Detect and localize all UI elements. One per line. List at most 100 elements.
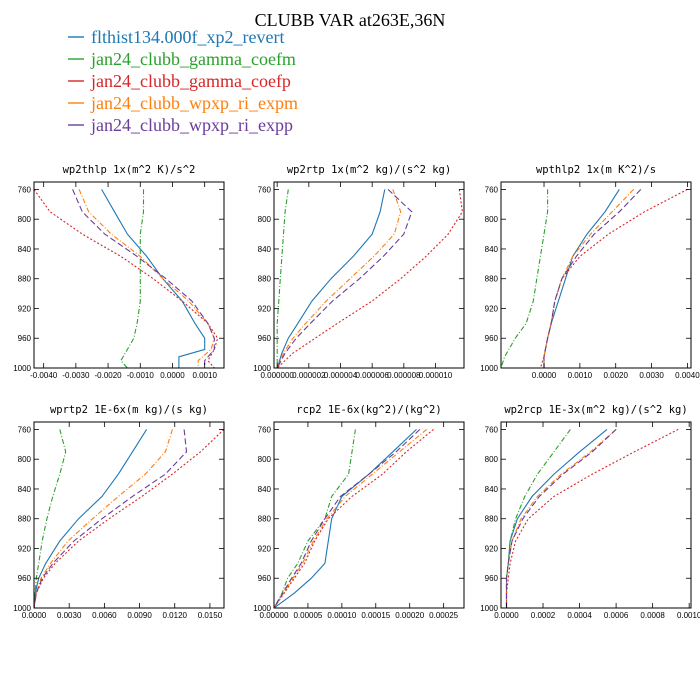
y-tick-label: 960 <box>258 574 272 583</box>
series-line-4 <box>78 189 215 368</box>
series-line-3 <box>276 189 463 368</box>
x-tick-label: 0.00000 <box>260 611 289 620</box>
x-tick-label: 0.00010 <box>327 611 356 620</box>
y-tick-label: 1000 <box>13 604 31 613</box>
y-tick-label: 800 <box>258 455 272 464</box>
series-group <box>276 188 463 368</box>
series-line-2 <box>274 429 356 608</box>
y-tick-label: 960 <box>18 574 32 583</box>
x-tick-label: 0.0060 <box>92 611 117 620</box>
plot-frame <box>500 421 692 609</box>
x-tick-label: -0.0020 <box>94 371 122 380</box>
y-tick-label: 880 <box>485 275 499 284</box>
x-tick-label: 0.0008 <box>640 611 665 620</box>
legend-label: jan24_clubb_wpxp_ri_expp <box>90 115 293 135</box>
y-tick-label: 920 <box>18 544 32 553</box>
series-group <box>34 189 219 368</box>
x-tick-label: 0.0030 <box>639 371 664 380</box>
series-line-5 <box>276 188 413 368</box>
plot-frame <box>273 181 465 369</box>
y-tick-label: 960 <box>485 574 499 583</box>
y-tick-label: 840 <box>258 245 272 254</box>
x-tick-label: 0.0010 <box>677 611 700 620</box>
y-tick-label: 880 <box>258 275 272 284</box>
x-tick-label: 0.0010 <box>568 371 593 380</box>
series-line-4 <box>34 429 173 608</box>
y-tick-label: 800 <box>258 215 272 224</box>
panel-title: wp2rtp 1x(m^2 kg)/(s^2 kg) <box>287 164 451 176</box>
legend-entry: jan24_clubb_gamma_coefm <box>68 49 296 69</box>
x-tick-label: 0.00025 <box>429 611 458 620</box>
legend-entry: jan24_clubb_wpxp_ri_expp <box>68 115 293 135</box>
series-line-5 <box>543 189 642 368</box>
panel-6: wp2rcp 1E-3x(m^2 kg)/(s^2 kg) 760 800 840 88… <box>480 404 700 620</box>
x-tick-label: 0.0000 <box>160 371 185 380</box>
series-line-1 <box>276 189 386 368</box>
series-line-2 <box>120 189 145 368</box>
y-tick-label: 920 <box>18 304 32 313</box>
series-line-5 <box>34 429 188 608</box>
plot-frame <box>273 421 465 609</box>
series-line-2 <box>501 189 549 368</box>
series-line-3 <box>34 189 219 368</box>
x-tick-label: -0.0030 <box>62 371 90 380</box>
x-tick-label: 0.000004 <box>324 371 358 380</box>
x-tick-label: 0.0000 <box>532 371 557 380</box>
y-tick-label: 920 <box>258 304 272 313</box>
legend-entry: jan24_clubb_gamma_coefp <box>68 71 291 91</box>
series-group <box>274 428 434 608</box>
x-tick-label: 0.000008 <box>387 371 421 380</box>
series-line-2 <box>34 429 67 608</box>
series-line-3 <box>34 429 224 608</box>
panel-2: wp2rtp 1x(m^2 kg)/(s^2 kg) 760 800 840 880 92… <box>253 164 465 380</box>
panel-title: wp2thlp 1x(m^2 K)/s^2 <box>63 164 196 176</box>
x-tick-label: 0.000000 <box>260 371 294 380</box>
plot-frame <box>500 181 692 369</box>
series-line-3 <box>274 428 434 608</box>
x-tick-label: 0.0010 <box>192 371 217 380</box>
x-tick-label: 0.0030 <box>57 611 82 620</box>
y-tick-label: 880 <box>18 275 32 284</box>
series-line-5 <box>72 189 215 368</box>
x-tick-label: 0.00005 <box>293 611 322 620</box>
series-group <box>501 188 688 368</box>
legend-entry: jan24_clubb_wpxp_ri_expm <box>68 93 298 113</box>
x-tick-label: 0.0004 <box>567 611 592 620</box>
y-tick-label: 960 <box>18 334 32 343</box>
legend-entry: flthist134.000f_xp2_revert <box>68 27 284 47</box>
y-tick-label: 760 <box>485 185 499 194</box>
y-tick-label: 760 <box>485 425 499 434</box>
plot-frame <box>33 421 225 609</box>
x-tick-label: -0.0010 <box>127 371 155 380</box>
y-tick-label: 760 <box>258 425 272 434</box>
series-line-3 <box>505 428 679 608</box>
x-tick-label: 0.000002 <box>292 371 326 380</box>
x-tick-label: 0.0002 <box>531 611 556 620</box>
series-line-3 <box>539 188 688 368</box>
figure-title: CLUBB VAR at263E,36N <box>255 10 446 30</box>
x-tick-label: 0.0000 <box>494 611 519 620</box>
series-line-2 <box>276 189 289 368</box>
panel-4: wprtp2 1E-6x(m kg)/(s kg) 760 800 840 880 920… <box>13 404 225 620</box>
panel-5: rcp2 1E-6x(kg^2)/(kg^2) 760 800 840 880 920 96… <box>253 404 465 620</box>
legend-label: jan24_clubb_gamma_coefm <box>90 49 296 69</box>
y-tick-label: 880 <box>485 515 499 524</box>
series-line-4 <box>276 189 402 368</box>
y-tick-label: 800 <box>485 455 499 464</box>
y-tick-label: 960 <box>485 334 499 343</box>
y-tick-label: 840 <box>258 485 272 494</box>
panel-1: wp2thlp 1x(m^2 K)/s^2 760 800 840 880 920 960 1… <box>13 164 225 380</box>
panel-title: rcp2 1E-6x(kg^2)/(kg^2) <box>296 404 441 416</box>
y-tick-label: 920 <box>485 544 499 553</box>
panel-title: wpthlp2 1x(m K^2)/s <box>536 164 656 176</box>
y-tick-label: 880 <box>18 515 32 524</box>
y-tick-label: 880 <box>258 515 272 524</box>
y-tick-label: 760 <box>258 185 272 194</box>
panels: wp2thlp 1x(m^2 K)/s^2 760 800 840 880 920 960 1… <box>13 164 700 620</box>
y-tick-label: 800 <box>18 215 32 224</box>
series-line-1 <box>274 429 417 608</box>
plot-frame <box>33 181 225 369</box>
y-tick-label: 960 <box>258 334 272 343</box>
x-tick-label: 0.00020 <box>395 611 424 620</box>
